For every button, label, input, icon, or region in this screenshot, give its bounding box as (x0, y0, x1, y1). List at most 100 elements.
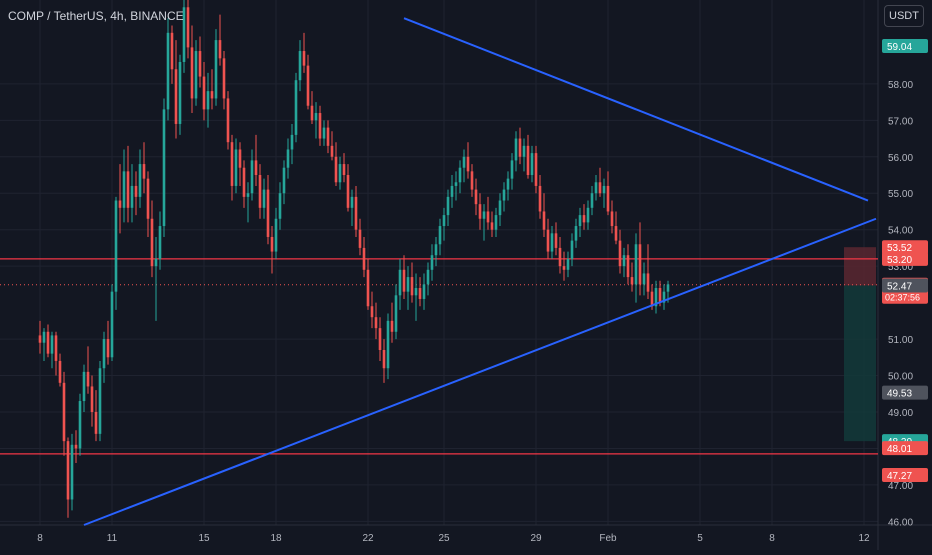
position-zones (844, 247, 876, 442)
candle-body (258, 175, 262, 208)
price-label-bg (882, 468, 928, 483)
candle-body (522, 145, 526, 157)
candle-body (442, 215, 446, 227)
candle-body (450, 185, 454, 197)
candle-body (154, 258, 158, 267)
candle-body (70, 444, 74, 500)
candle-body (310, 105, 314, 121)
candle-body (118, 200, 122, 208)
candle-body (86, 371, 90, 387)
candle-body (502, 189, 506, 201)
candle-body (598, 182, 602, 194)
x-tick-label: 11 (107, 533, 118, 544)
candle-body (214, 40, 218, 99)
candle-body (106, 339, 110, 358)
candle-body (178, 61, 182, 124)
price-label-bg (882, 251, 928, 266)
candle-body (126, 171, 130, 208)
candle-body (318, 113, 322, 139)
candle-body (322, 127, 326, 139)
x-tick-label: 22 (362, 533, 374, 544)
candle-body (242, 167, 246, 197)
candle-body (474, 189, 478, 205)
candle-body (354, 196, 358, 230)
candle-body (586, 207, 590, 223)
candle-body (218, 40, 222, 59)
candle-body (210, 91, 214, 99)
candle-body (370, 306, 374, 318)
candle-body (402, 269, 406, 292)
candle-body (634, 244, 638, 285)
price-label-bg (882, 278, 928, 293)
y-tick-label: 46.00 (888, 517, 913, 528)
candle-body (338, 164, 342, 183)
candle-body (190, 47, 194, 99)
candle-body (578, 215, 582, 227)
candle-body (554, 233, 558, 248)
candle-body (146, 178, 150, 219)
candle-body (618, 240, 622, 267)
y-tick-label: 56.00 (888, 153, 913, 164)
y-tick-label: 50.00 (888, 372, 913, 383)
stop-loss-zone (844, 247, 876, 286)
candle-body (138, 164, 142, 197)
y-tick-label: 49.00 (888, 408, 913, 419)
candle-body (658, 288, 662, 303)
candle-body (270, 236, 274, 252)
price-label: 52.47 (887, 281, 912, 292)
y-tick-label: 57.00 (888, 116, 913, 127)
candle-body (562, 266, 566, 270)
candle-body (150, 218, 154, 267)
candle-body (410, 277, 414, 296)
candle-body (250, 160, 254, 194)
trendlines (83, 17, 877, 526)
candle-body (406, 277, 410, 292)
candle-body (62, 382, 66, 442)
candle-body (414, 288, 418, 296)
y-tick-label: 53.00 (888, 262, 913, 273)
candle-body (306, 65, 310, 106)
x-tick-label: 8 (37, 533, 43, 544)
candle-body (614, 226, 618, 241)
x-axis: 8 11 15 18 22 25 29 Feb 5 8 12 (37, 533, 870, 544)
x-tick-label: 29 (530, 533, 542, 544)
candle-body (662, 291, 666, 303)
candle-body (482, 211, 486, 219)
candle-body (46, 331, 50, 354)
x-tick-label: 5 (697, 533, 703, 544)
candle-body (254, 160, 258, 175)
candle-body (50, 335, 54, 354)
candle-body (102, 339, 106, 369)
candle-body (162, 109, 166, 227)
currency-button[interactable]: USDT (884, 5, 924, 27)
candle-body (226, 98, 230, 143)
candle-body (654, 288, 658, 307)
candle-body (642, 273, 646, 285)
candles (38, 0, 670, 518)
y-tick-label: 54.00 (888, 226, 913, 237)
candle-body (38, 335, 42, 343)
candle-body (274, 218, 278, 252)
candle-body (582, 215, 586, 223)
candle-body (342, 164, 346, 175)
candle-body (302, 51, 306, 66)
candle-body (202, 76, 206, 110)
candle-body (526, 145, 530, 175)
x-tick-label: 15 (198, 533, 210, 544)
price-label-bg (882, 38, 928, 53)
candle-body (294, 80, 298, 135)
candle-body (590, 193, 594, 208)
candle-body (630, 277, 634, 285)
candle-body (98, 368, 102, 434)
candle-body (466, 156, 470, 172)
candle-body (262, 189, 266, 208)
candle-body (422, 284, 426, 299)
price-label-bg (882, 385, 928, 400)
candle-body (158, 226, 162, 259)
candle-body (574, 226, 578, 241)
trendline (403, 17, 869, 202)
candle-body (374, 317, 378, 329)
